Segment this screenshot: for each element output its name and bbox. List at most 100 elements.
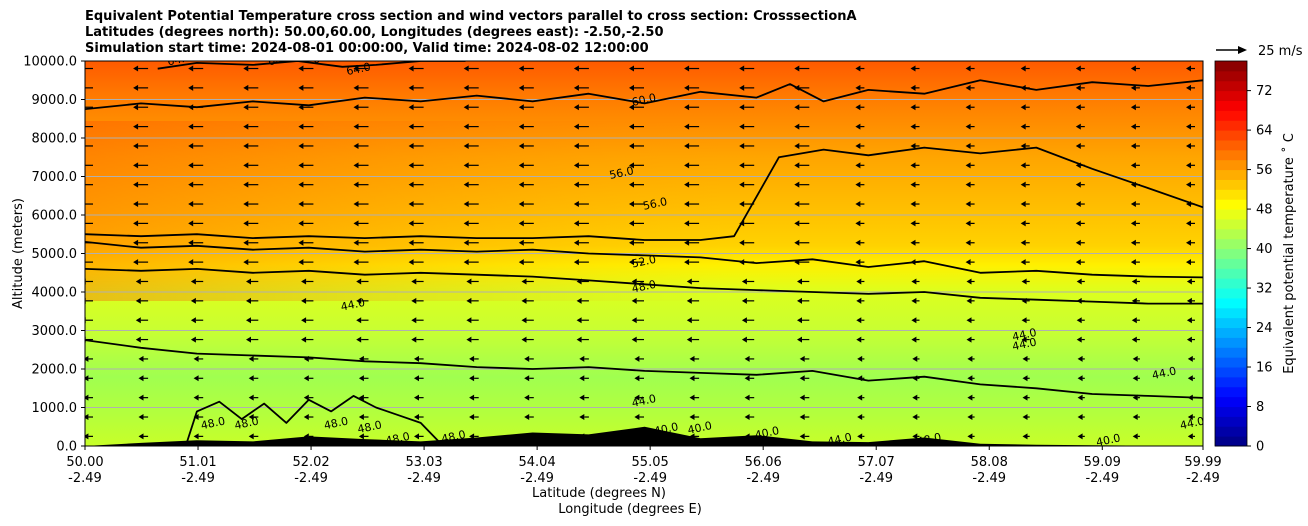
wind-vector xyxy=(1022,355,1030,362)
wind-vector xyxy=(463,104,479,111)
wind-vector xyxy=(794,123,810,130)
y-tick-label-0: 0.0 xyxy=(56,440,77,455)
wind-vector-head xyxy=(1186,259,1191,266)
wind-vector xyxy=(684,239,700,246)
wind-vector-head xyxy=(797,278,802,285)
wind-vector-head xyxy=(910,181,916,188)
wind-vector-head xyxy=(243,142,249,149)
wind-vector xyxy=(744,394,755,401)
wind-vector xyxy=(466,278,479,285)
wind-vector xyxy=(1186,65,1195,72)
wind-vector xyxy=(684,142,700,149)
wind-vector-head xyxy=(739,220,745,227)
wind-vector xyxy=(1130,142,1140,149)
wind-vector xyxy=(298,123,314,130)
wind-vector-head xyxy=(78,162,83,168)
wind-vector xyxy=(739,123,755,130)
wind-vector xyxy=(85,67,93,70)
wind-vector-head xyxy=(631,297,637,304)
wind-vector xyxy=(1077,433,1085,440)
wind-vector-head xyxy=(408,123,414,130)
wind-vector-head xyxy=(1075,201,1081,208)
colorbar-tick-label-0: 0 xyxy=(1256,440,1264,455)
wind-vector-head xyxy=(408,201,414,208)
wind-vector-head xyxy=(353,104,359,111)
wind-vector xyxy=(85,355,93,362)
wind-vector xyxy=(356,278,369,285)
colorbar-tick-label-7: 56 xyxy=(1256,163,1273,178)
wind-vector-head xyxy=(463,65,469,72)
wind-vector xyxy=(966,278,975,285)
wind-vector-head xyxy=(797,336,802,343)
wind-vector xyxy=(629,142,644,149)
wind-vector xyxy=(463,181,479,188)
wind-vector-head xyxy=(629,181,634,188)
wind-vector xyxy=(741,278,755,285)
contour-label-23: 40.0 xyxy=(754,424,781,442)
wind-vector-head xyxy=(463,162,469,169)
wind-vector xyxy=(463,123,479,130)
wind-vector-head xyxy=(965,104,971,111)
wind-vector-head xyxy=(138,394,144,401)
wind-vector-head xyxy=(689,355,695,362)
wind-vector xyxy=(469,433,479,440)
colorbar-band-7 xyxy=(1215,367,1247,378)
wind-vector-head xyxy=(1020,104,1026,111)
wind-vector-head xyxy=(133,239,139,246)
wind-vector-head xyxy=(1186,162,1191,169)
wind-vector-head xyxy=(353,123,359,130)
x-tick-lon-8: -2.49 xyxy=(972,471,1006,486)
wind-vector-head xyxy=(463,142,469,149)
wind-vector-head xyxy=(1022,433,1028,440)
wind-vector xyxy=(133,201,149,208)
wind-vector xyxy=(912,433,920,440)
wind-vector-head xyxy=(518,220,524,227)
wind-vector-head xyxy=(408,259,414,266)
wind-vector-head xyxy=(1131,317,1137,324)
wind-vector-head xyxy=(799,355,805,362)
wind-vector-head xyxy=(966,336,972,343)
wind-vector xyxy=(463,84,479,91)
wind-vector xyxy=(248,414,259,421)
wind-vector xyxy=(910,181,920,188)
wind-vector-head xyxy=(794,220,800,227)
wind-vector xyxy=(190,336,204,343)
wind-vector xyxy=(85,414,93,421)
wind-vector xyxy=(408,259,424,266)
wind-vector-head xyxy=(411,278,417,285)
wind-vector-head xyxy=(190,317,196,324)
wind-vector-head xyxy=(518,162,524,169)
wind-vector-head xyxy=(689,433,695,440)
wind-vector-head xyxy=(298,104,304,111)
wind-vector-head xyxy=(1186,336,1192,343)
colorbar-band-17 xyxy=(1215,268,1247,279)
wind-vector-head xyxy=(573,84,579,91)
colorbar-band-36 xyxy=(1215,80,1247,92)
wind-vector xyxy=(1075,84,1085,91)
wind-vector-head xyxy=(466,278,472,285)
wind-vector-head xyxy=(518,201,524,208)
wind-vector-head xyxy=(856,317,862,324)
contour-label-15: 48.0 xyxy=(200,414,227,432)
wind-vector-head xyxy=(414,433,419,440)
wind-vector xyxy=(910,162,920,169)
wind-vector-head xyxy=(1130,259,1136,266)
wind-vector-head xyxy=(521,297,527,304)
wind-vector-head xyxy=(629,84,634,91)
wind-vector xyxy=(353,123,369,130)
wind-vector xyxy=(1186,201,1195,208)
wind-vector-head xyxy=(965,220,971,227)
wind-vector xyxy=(411,336,424,343)
wind-vector-head xyxy=(248,394,254,401)
wind-vector xyxy=(1130,201,1140,208)
wind-vector xyxy=(85,106,93,108)
wind-vector xyxy=(1130,259,1140,266)
wind-vector-head xyxy=(248,414,254,421)
wind-vector xyxy=(794,65,810,72)
x-tick-lon-6: -2.49 xyxy=(746,471,780,486)
colorbar-band-34 xyxy=(1215,100,1247,111)
chart-title-line-3: Simulation start time: 2024-08-01 00:00:… xyxy=(85,41,649,56)
wind-vector-head xyxy=(967,394,973,401)
wind-vector-head xyxy=(1186,317,1192,324)
wind-vector xyxy=(353,65,369,72)
